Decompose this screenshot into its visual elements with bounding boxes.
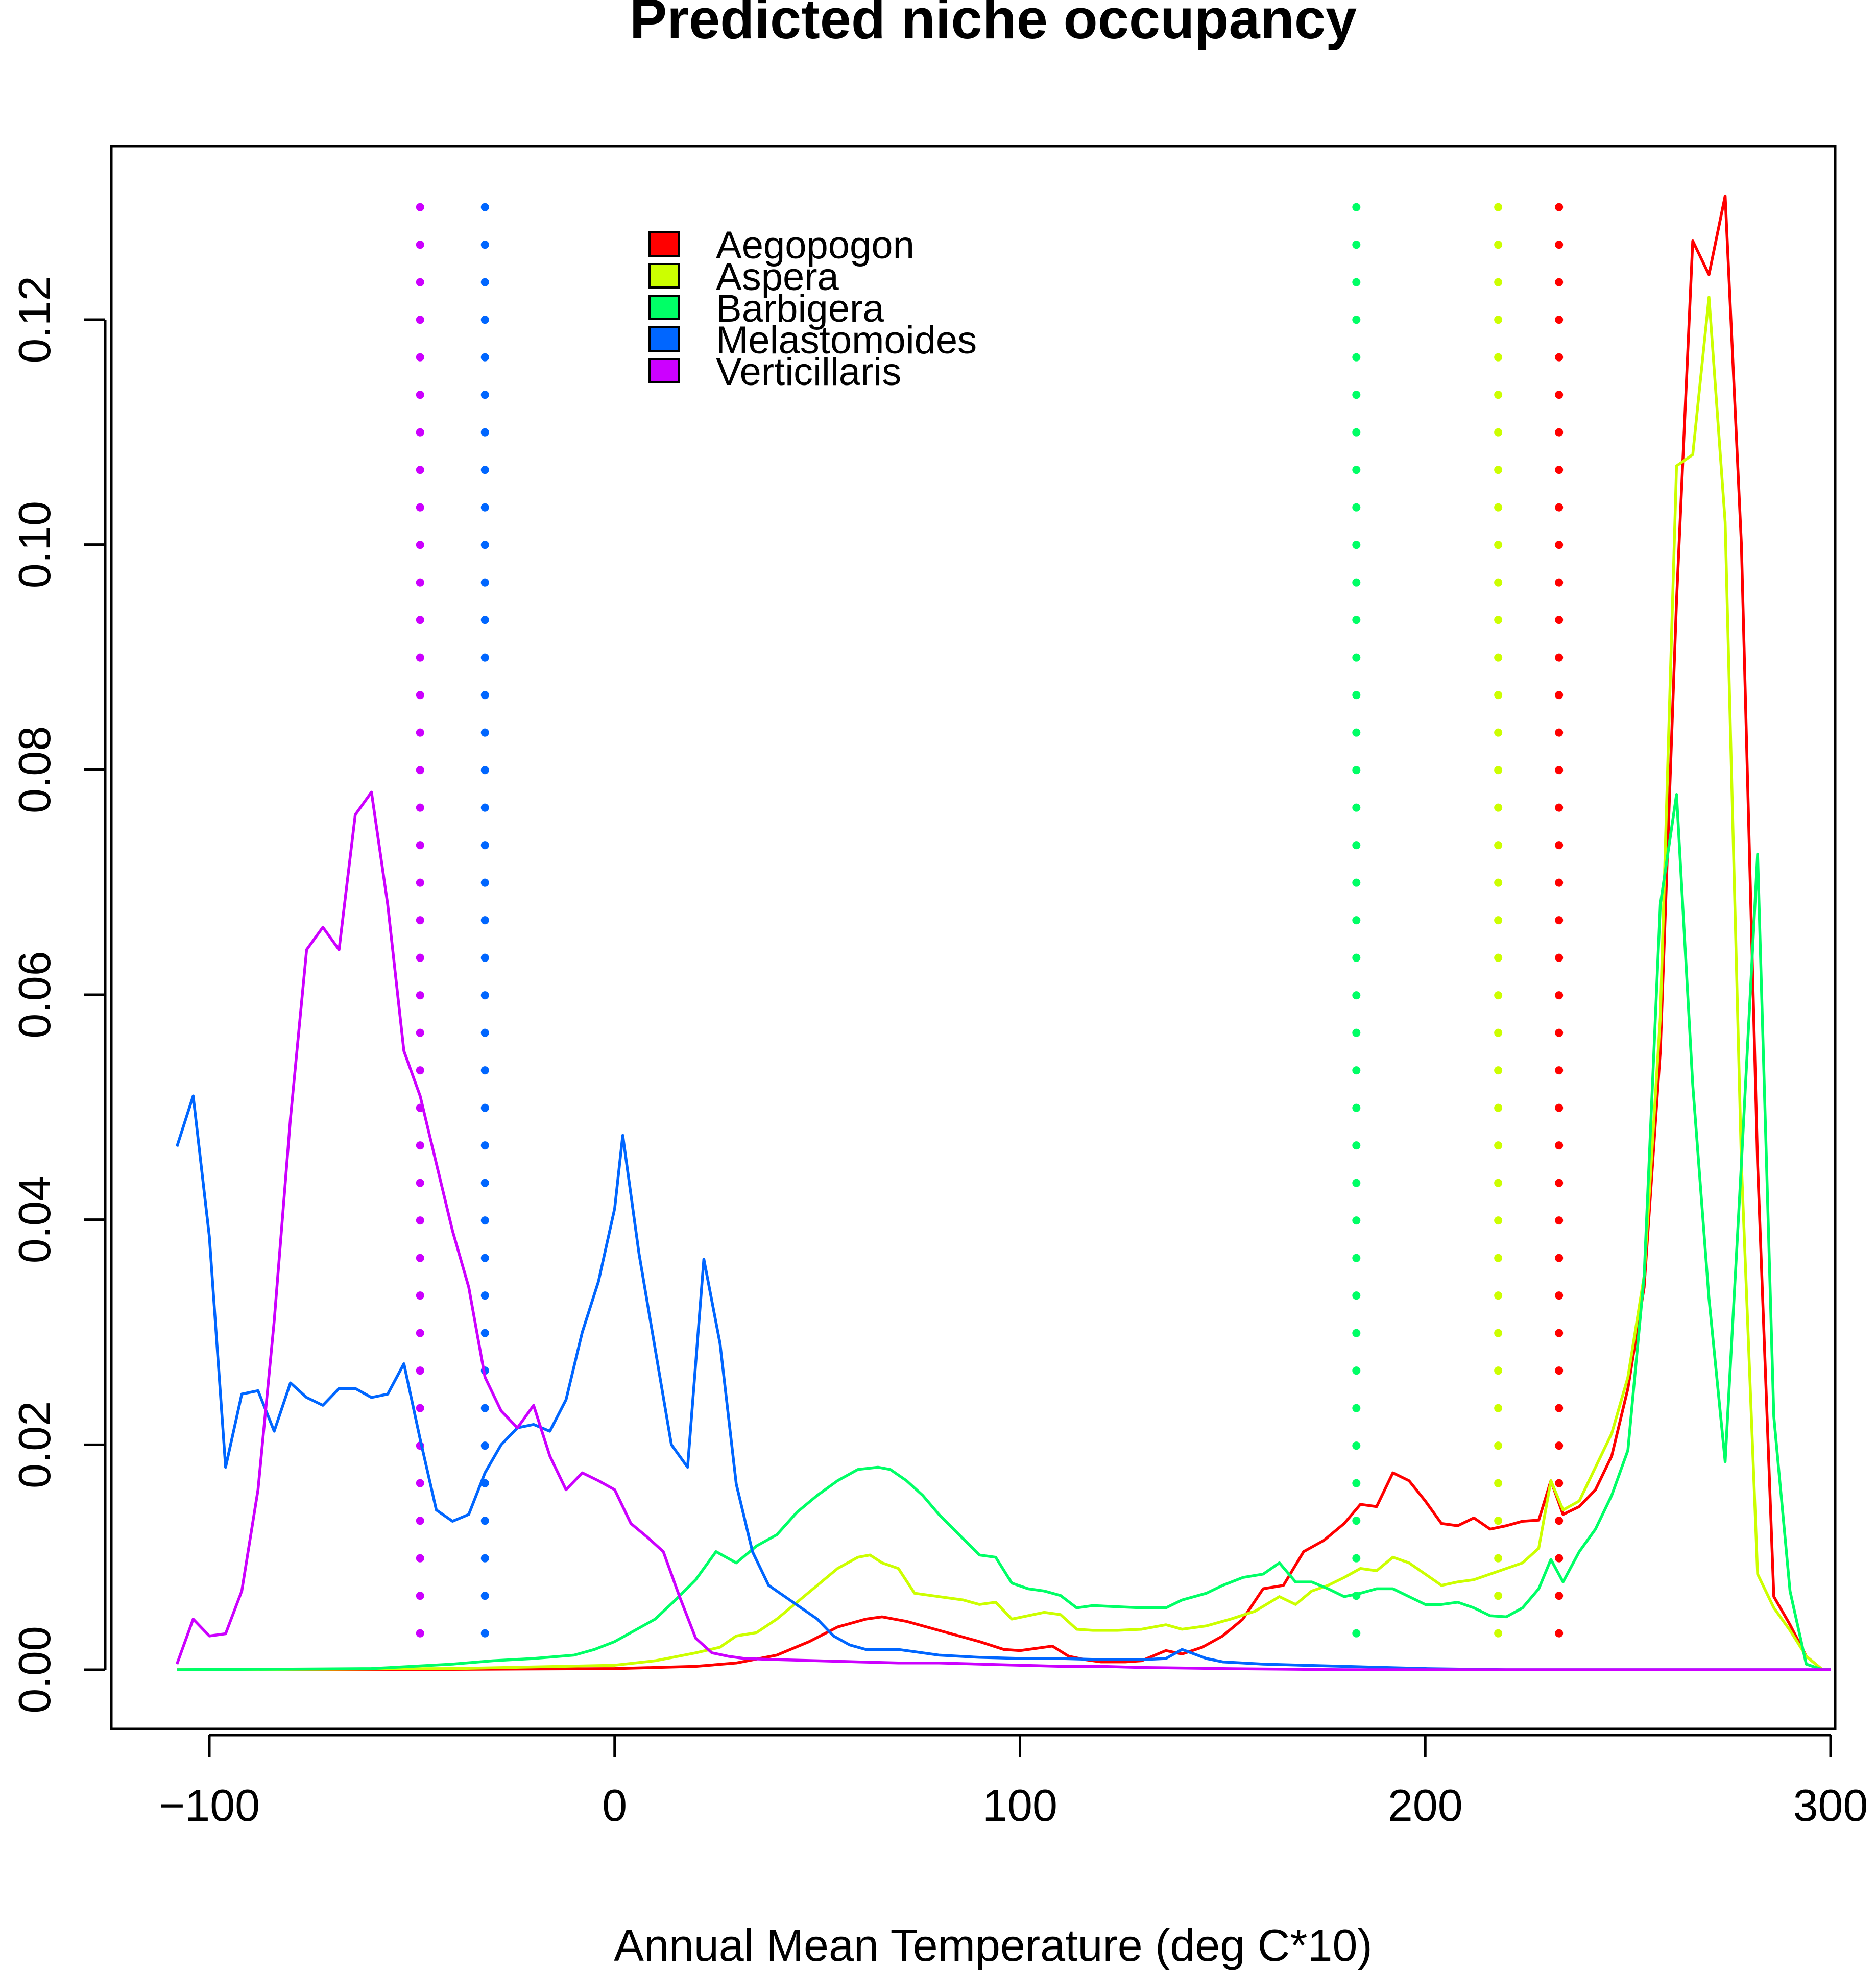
legend-label-aegopogon: Aegopogon [716,224,915,267]
series-line-verticillaris [175,790,1831,1671]
legend-swatch-aspera [648,263,680,289]
y-axis: 0.00 0.02 0.04 0.06 0.08 0.10 0.12 [9,276,107,1714]
legend-swatch-aegopogon [648,231,680,257]
y-tick-label: 0.06 [9,951,60,1038]
series-line-barbigera [177,793,1831,1671]
legend-label-aspera: Aspera [716,255,839,299]
x-axis-label: Annual Mean Temperature (deg C*10) [614,1920,1372,1970]
y-tick-label: 0.02 [9,1401,60,1488]
chart-title: Predicted niche occupancy [630,0,1357,51]
y-tick-label: 0.12 [9,276,60,363]
legend-swatch-verticillaris [648,358,680,383]
legend-label-verticillaris: Verticillaris [716,350,901,394]
y-tick-label: 0.00 [9,1626,60,1713]
y-tick-label: 0.04 [9,1176,60,1263]
x-tick-label: 300 [1793,1780,1868,1831]
series-lines [175,194,1831,1671]
legend-swatch-melastomoides [648,326,680,352]
x-tick-label: −100 [159,1780,260,1831]
x-axis: −100 0 100 200 300 [159,1734,1868,1831]
legend: AegopogonAsperaBarbigeraMelastomoidesVer… [648,224,977,394]
x-tick-label: 100 [982,1780,1057,1831]
y-tick-label: 0.10 [9,501,60,588]
series-line-melastomoides [175,1094,1831,1671]
y-tick-label: 0.08 [9,726,60,813]
legend-label-melastomoides: Melastomoides [716,319,977,362]
plot-frame [110,145,1837,1730]
series-line-aspera [177,296,1831,1671]
legend-swatch-barbigera [648,295,680,320]
x-tick-label: 200 [1388,1780,1463,1831]
legend-label-barbigera: Barbigera [716,287,884,330]
series-line-aegopogon [177,194,1831,1671]
x-tick-label: 0 [602,1780,627,1831]
